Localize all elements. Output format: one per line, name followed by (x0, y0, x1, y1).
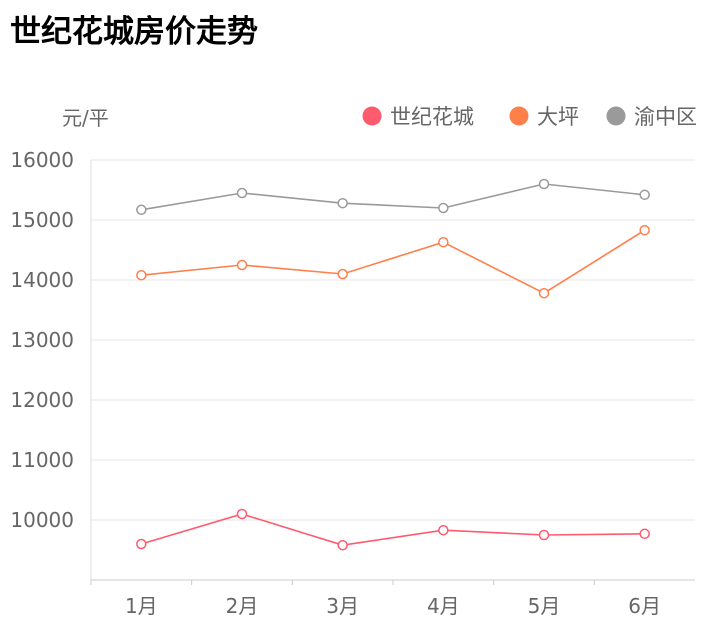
data-point (337, 197, 348, 209)
legend-marker (606, 106, 626, 126)
data-point (639, 189, 650, 201)
data-point (136, 269, 147, 281)
data-point (438, 524, 449, 536)
x-tick-label: 2月 (226, 594, 259, 618)
data-point (136, 538, 147, 550)
series-line-1 (141, 229, 646, 295)
y-tick-label: 16000 (10, 148, 74, 172)
series-line-0 (141, 513, 645, 547)
y-tick-label: 10000 (10, 508, 74, 532)
y-tick-label: 12000 (10, 388, 74, 412)
data-point (639, 528, 650, 540)
data-point (538, 529, 550, 541)
data-point (236, 187, 248, 199)
data-point (236, 259, 248, 271)
y-tick-label: 14000 (10, 268, 74, 292)
legend-label: 世纪花城 (390, 105, 474, 129)
data-point (639, 224, 650, 236)
legend-marker (509, 106, 529, 126)
x-tick-label: 6月 (628, 594, 661, 618)
chart-title: 世纪花城房价走势 (10, 14, 258, 50)
data-point (337, 268, 348, 280)
y-tick-label: 11000 (10, 448, 74, 472)
legend-label: 大坪 (537, 105, 579, 129)
y-tick-label: 13000 (10, 328, 74, 352)
data-point (136, 204, 147, 216)
x-tick-label: 5月 (528, 594, 561, 618)
data-point (538, 287, 550, 299)
legend-label: 渝中区 (634, 105, 697, 129)
y-axis-label: 元/平 (62, 106, 109, 130)
series-line-2 (141, 183, 645, 211)
x-tick-label: 1月 (125, 594, 158, 618)
x-tick-label: 3月 (326, 594, 359, 618)
y-tick-label: 15000 (10, 208, 74, 232)
data-point (236, 508, 248, 520)
data-point (538, 178, 550, 190)
data-point (337, 539, 348, 551)
legend-marker (362, 106, 382, 126)
data-point (438, 202, 449, 214)
data-point (438, 236, 449, 248)
x-tick-label: 4月 (427, 594, 460, 618)
